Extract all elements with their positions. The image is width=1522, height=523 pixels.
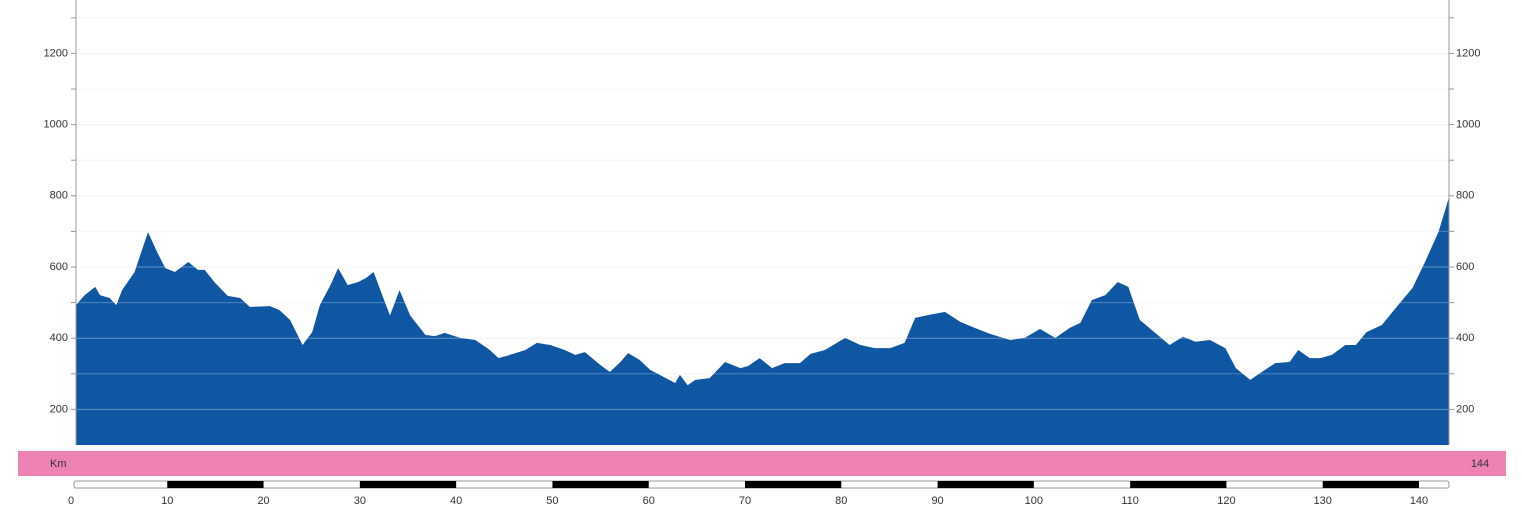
scale-segment	[1322, 481, 1419, 488]
y-tick-label: 800	[50, 190, 68, 202]
x-tick-label: 0	[68, 495, 74, 507]
y-tick-label-right: 1000	[1456, 119, 1480, 131]
x-tick-label: 120	[1217, 495, 1235, 507]
x-tick-label: 60	[643, 495, 655, 507]
y-tick-label-right: 1200	[1456, 47, 1480, 59]
total-distance: 144	[1471, 458, 1489, 470]
scale-segment	[359, 481, 457, 488]
y-tick-label-right: 600	[1456, 261, 1474, 273]
y-tick-label: 400	[50, 332, 68, 344]
y-tick-label-right: 400	[1456, 332, 1474, 344]
x-tick-label: 50	[546, 495, 558, 507]
x-tick-label: 20	[257, 495, 269, 507]
elevation-area	[76, 197, 1449, 445]
y-tick-label: 200	[50, 403, 68, 415]
x-tick-label: 110	[1121, 495, 1139, 507]
x-tick-label: 90	[931, 495, 943, 507]
y-tick-label: 1000	[44, 119, 68, 131]
y-tick-label: 600	[50, 261, 68, 273]
x-tick-label: 40	[450, 495, 462, 507]
scale-segment	[552, 481, 649, 488]
y-tick-label: 1200	[44, 47, 68, 59]
scale-segment	[745, 481, 842, 488]
x-tick-label: 70	[739, 495, 751, 507]
x-tick-label: 80	[835, 495, 847, 507]
scale-segment	[1130, 481, 1227, 488]
scale-segment	[167, 481, 264, 488]
x-tick-label: 100	[1025, 495, 1043, 507]
x-tick-label: 30	[354, 495, 366, 507]
y-tick-label-right: 200	[1456, 403, 1474, 415]
x-tick-label: 140	[1410, 495, 1428, 507]
band-label: Km	[50, 458, 67, 470]
x-tick-label: 10	[161, 495, 173, 507]
km-band	[18, 451, 1506, 476]
scale-segment	[937, 481, 1034, 488]
x-tick-label: 130	[1314, 495, 1332, 507]
y-tick-label-right: 800	[1456, 190, 1474, 202]
